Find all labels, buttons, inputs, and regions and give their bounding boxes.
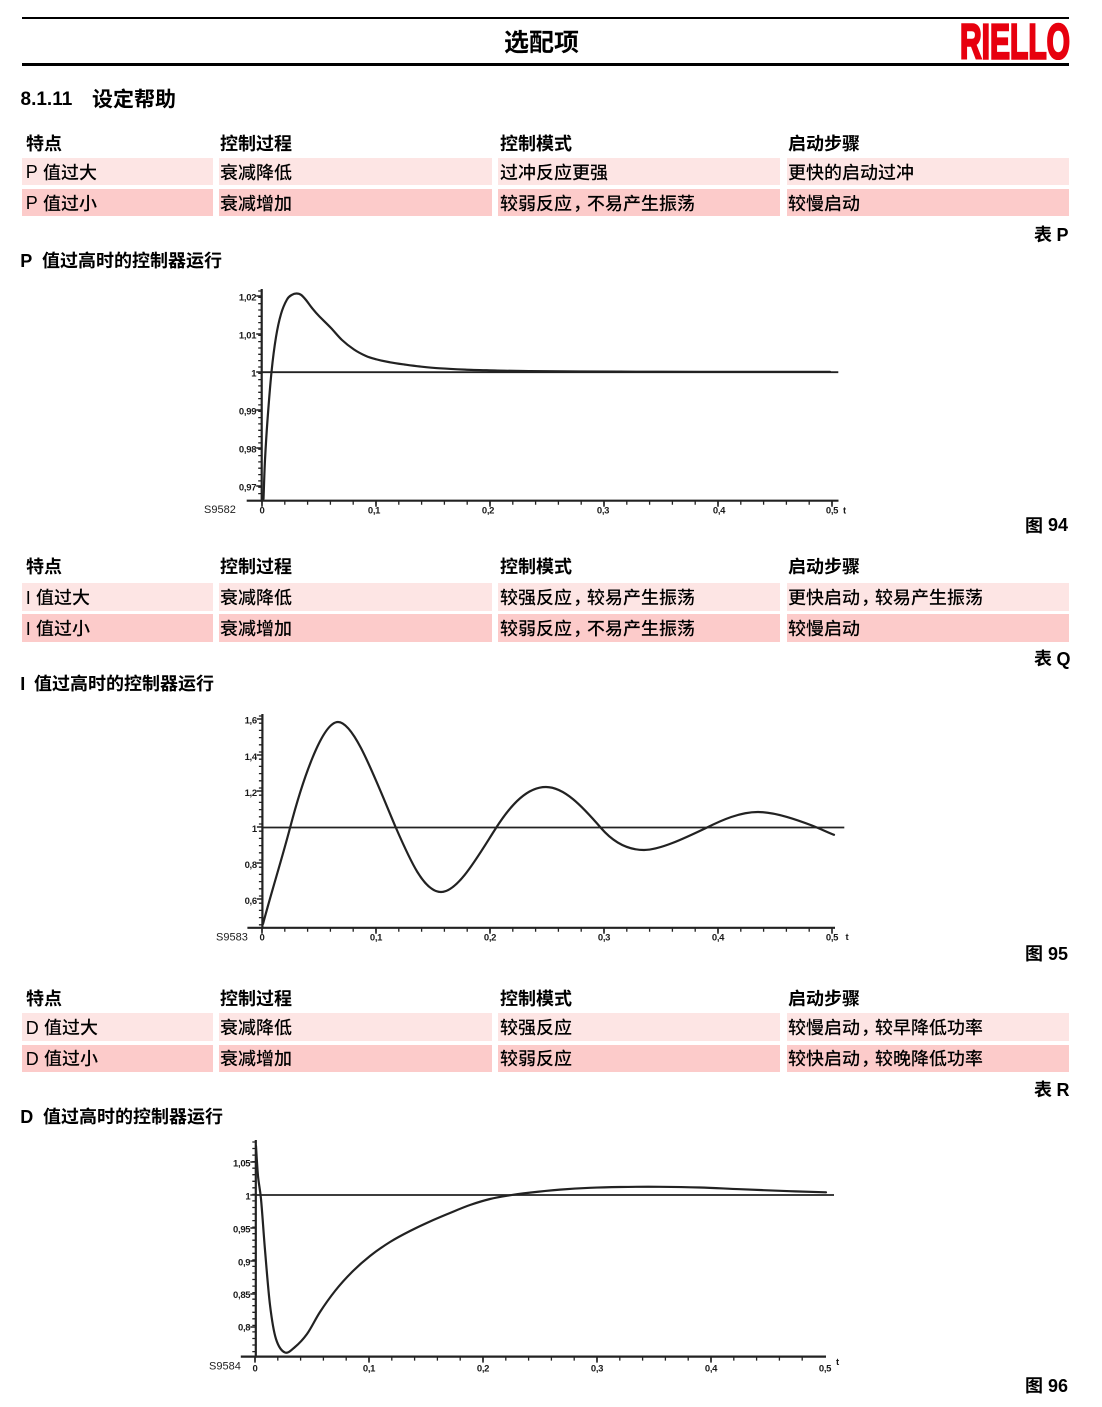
svg-text:0,3: 0,3 [591,1363,603,1374]
svg-text:0,6: 0,6 [245,896,257,907]
svg-text:S9583: S9583 [216,932,248,944]
svg-text:1: 1 [245,1191,251,1202]
svg-text:0,1: 0,1 [368,506,381,517]
svg-text:0,9: 0,9 [238,1257,250,1268]
svg-text:0,4: 0,4 [712,933,725,944]
svg-text:0,8: 0,8 [238,1322,250,1333]
svg-text:0,98: 0,98 [239,444,256,455]
svg-text:0,5: 0,5 [826,506,839,517]
svg-text:1,05: 1,05 [233,1158,251,1169]
svg-text:0,97: 0,97 [239,482,256,493]
svg-text:t: t [836,1357,840,1368]
svg-text:0,2: 0,2 [484,933,496,944]
svg-text:t: t [846,932,850,943]
svg-text:0,8: 0,8 [245,860,257,871]
svg-text:0,3: 0,3 [597,506,609,517]
svg-text:0,85: 0,85 [233,1290,251,1301]
svg-text:S9584: S9584 [209,1361,241,1373]
svg-text:0,2: 0,2 [482,506,494,517]
svg-text:0,5: 0,5 [819,1363,832,1374]
svg-text:0,1: 0,1 [363,1363,376,1374]
svg-text:0,4: 0,4 [705,1363,718,1374]
svg-text:0: 0 [253,1363,258,1374]
svg-text:0,2: 0,2 [477,1363,489,1374]
svg-text:0,99: 0,99 [239,406,256,417]
svg-text:RIELLO: RIELLO [960,22,1070,60]
svg-text:0: 0 [260,506,265,517]
svg-text:1,6: 1,6 [245,715,257,726]
svg-text:0,95: 0,95 [233,1224,251,1235]
svg-text:0,1: 0,1 [370,933,383,944]
svg-text:S9582: S9582 [204,504,236,516]
svg-text:1,4: 1,4 [245,752,258,763]
svg-text:1,2: 1,2 [245,788,257,799]
svg-text:1,02: 1,02 [239,292,256,303]
svg-text:0,5: 0,5 [826,933,839,944]
svg-text:1,01: 1,01 [239,330,257,341]
svg-text:1: 1 [251,368,257,379]
svg-text:0,4: 0,4 [713,506,726,517]
svg-text:0: 0 [260,933,265,944]
svg-text:t: t [843,506,847,517]
svg-text:0,3: 0,3 [598,933,610,944]
svg-text:1: 1 [252,824,258,835]
